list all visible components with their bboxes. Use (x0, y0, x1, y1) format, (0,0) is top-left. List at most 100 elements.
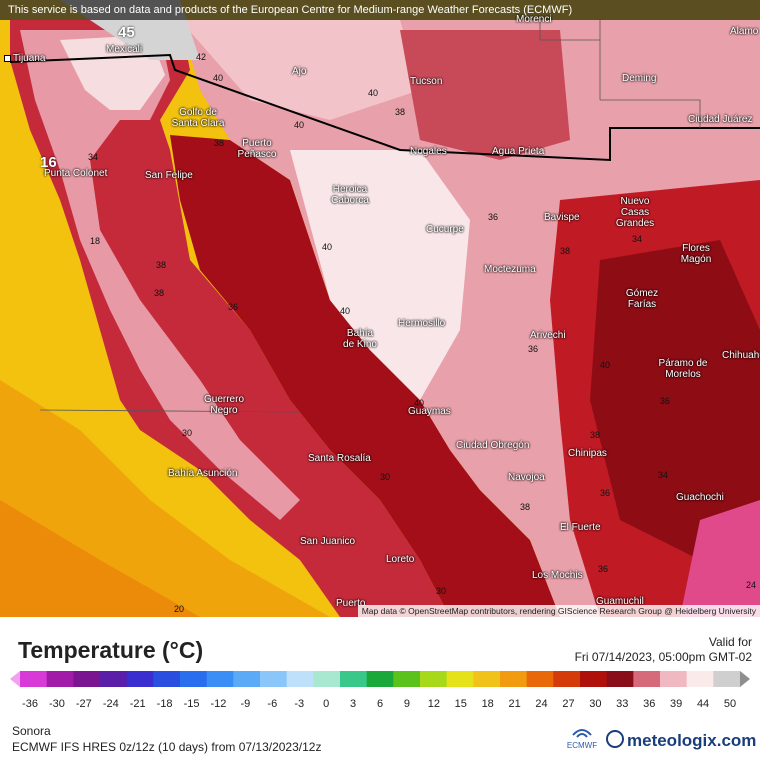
scale-swatch (366, 671, 394, 687)
ocean-warmer-area (0, 500, 200, 617)
scale-tick-label: -15 (183, 698, 200, 710)
scale-swatch (553, 671, 581, 687)
city-label[interactable]: Chinipas (568, 448, 607, 459)
scale-swatch (73, 671, 101, 687)
city-label[interactable]: Páramo de Morelos (658, 358, 708, 380)
city-label[interactable]: Punta Colonet (44, 168, 108, 179)
city-label[interactable]: Moctezuma (484, 264, 536, 275)
city-label[interactable]: Ajo (292, 66, 307, 77)
isoline-label: 36 (228, 302, 239, 312)
scale-swatch (633, 671, 661, 687)
isoline-label: 38 (590, 430, 601, 440)
scale-swatch (473, 671, 501, 687)
model-info: ECMWF IFS HRES 0z/12z (10 days) from 07/… (12, 740, 322, 754)
scale-tick-label: 6 (376, 698, 384, 710)
city-label[interactable]: Chihuahua (722, 350, 760, 361)
legend-title: Temperature (°C) (18, 637, 204, 663)
city-label[interactable]: Bavispe (544, 212, 580, 223)
city-label[interactable]: Navojoa (508, 472, 545, 483)
city-label[interactable]: Los Mochis (532, 570, 583, 581)
scale-swatch (446, 671, 474, 687)
scale-tick-label: 50 (723, 698, 737, 710)
legend-panel: Temperature (°C) Valid for Fri 07/14/202… (0, 617, 760, 760)
isoline-label: 38 (520, 502, 531, 512)
scale-tick-label: -21 (129, 698, 146, 710)
scale-tick-label: -24 (102, 698, 119, 710)
scale-swatch (153, 671, 181, 687)
scale-tick-label: 44 (696, 698, 710, 710)
scale-swatch (20, 671, 48, 687)
scale-tick-label: 15 (454, 698, 467, 710)
isoline-label: 38 (154, 288, 165, 298)
city-label[interactable]: Guaymas (408, 406, 451, 417)
sierra-madre-core (590, 240, 760, 560)
city-label[interactable]: Loreto (386, 554, 415, 565)
city-label[interactable]: Bahía Asunción (168, 468, 238, 479)
isoline-label: 36 (660, 396, 671, 406)
city-label[interactable]: Tucson (410, 76, 443, 87)
city-label[interactable]: Bahía de Kino (343, 328, 377, 350)
scale-swatch (713, 671, 741, 687)
scale-tick-label: 36 (643, 698, 656, 710)
city-label[interactable]: Guerrero Negro (203, 394, 244, 416)
isoline-label: 38 (395, 107, 406, 117)
city-label[interactable]: Puerto Peñasco (237, 138, 277, 160)
scale-tick-label: -27 (75, 698, 92, 710)
scale-arrow-high (740, 671, 750, 687)
city-label[interactable]: Mexicali (106, 44, 143, 55)
map-attribution: Map data © OpenStreetMap contributors, r… (357, 605, 760, 617)
isoline-label: 36 (598, 564, 609, 574)
isoline-label: 36 (488, 212, 499, 222)
city-label[interactable]: Ciudad Juárez (688, 114, 753, 125)
isoline-label: 38 (214, 138, 225, 148)
sonora-desert (290, 150, 470, 400)
city-label[interactable]: Deming (622, 73, 657, 84)
isoline-label: 40 (213, 73, 224, 83)
city-label[interactable]: Guamuchil (596, 596, 644, 607)
scale-tick-label: 12 (427, 698, 440, 710)
scale-swatch (46, 671, 74, 687)
scale-tick-label: -9 (240, 698, 251, 710)
scale-tick-label: -36 (22, 698, 38, 710)
city-label[interactable]: Puerto (336, 598, 366, 609)
isoline-label: 18 (90, 236, 101, 246)
scale-swatch (260, 671, 288, 687)
city-label[interactable]: Morenci (516, 14, 552, 25)
city-label[interactable]: Alamo (730, 26, 759, 37)
isoline-label: 34 (632, 234, 643, 244)
scale-tick-label: 33 (616, 698, 629, 710)
city-label[interactable]: Golfo de Santa Clara (171, 107, 225, 129)
city-label[interactable]: El Fuerte (560, 522, 601, 533)
city-label[interactable]: Ciudad Obregón (456, 440, 530, 451)
scale-tick-label: 0 (323, 698, 330, 710)
brand-logo[interactable]: meteologix.com (606, 730, 756, 751)
temperature-map[interactable]: This service is based on data and produc… (0, 0, 760, 617)
scale-tick-label: -3 (294, 698, 305, 710)
city-label[interactable]: Agua Prieta (492, 146, 545, 157)
isoline-label: 16 (40, 154, 57, 171)
scale-swatch (660, 671, 688, 687)
valid-label: Valid for (708, 635, 752, 649)
city-label[interactable]: San Juanico (300, 536, 356, 547)
isoline-label: 42 (196, 52, 207, 62)
city-label[interactable]: San Felipe (145, 170, 193, 181)
scale-tick-label: -12 (210, 698, 227, 710)
city-label[interactable]: Heroica Caborca (331, 184, 369, 206)
isoline-label: 34 (658, 470, 669, 480)
city-label[interactable]: Cucurpe (426, 224, 464, 235)
isoline-label: 20 (174, 604, 185, 614)
city-label[interactable]: Tijuana (4, 53, 45, 64)
city-label[interactable]: Arivechi (530, 330, 566, 341)
isoline-label: 30 (182, 428, 193, 438)
city-label[interactable]: Gómez Farías (625, 288, 659, 310)
isoline-label: 34 (88, 152, 99, 162)
city-label[interactable]: Flores Magón (680, 243, 712, 265)
city-label[interactable]: Santa Rosalía (308, 453, 371, 464)
isoline-label: 36 (600, 488, 611, 498)
scale-swatch (606, 671, 634, 687)
globe-icon (606, 730, 624, 748)
city-label[interactable]: Nogales (410, 146, 447, 157)
city-label[interactable]: Hermosillo (398, 318, 446, 329)
city-label[interactable]: Nuevo Casas Grandes (615, 196, 655, 229)
city-label[interactable]: Guachochi (676, 492, 724, 503)
